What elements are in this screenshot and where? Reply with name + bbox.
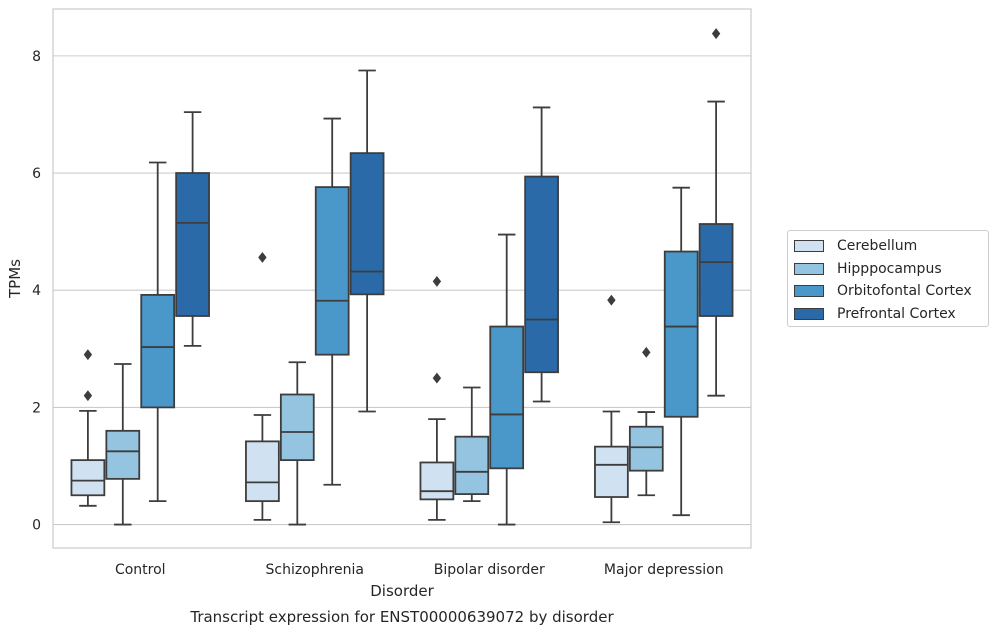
box-iqr xyxy=(524,175,559,374)
legend: Cerebellum Hipppocampus Orbitofontal Corte… xyxy=(787,230,989,327)
box-iqr xyxy=(70,459,106,497)
legend-label: Prefrontal Cortex xyxy=(837,305,956,322)
outlier-point xyxy=(607,294,616,306)
box-cerebellum xyxy=(419,275,455,521)
outlier-point xyxy=(432,372,442,384)
legend-swatch xyxy=(794,285,824,298)
box-iqr xyxy=(140,294,176,409)
box-cerebellum xyxy=(70,349,106,507)
y-tick-label: 0 xyxy=(32,518,41,534)
box-iqr xyxy=(349,152,385,296)
box-prefrontal-cortex xyxy=(524,106,559,403)
box-iqr xyxy=(279,393,315,462)
outlier-point xyxy=(83,349,93,361)
box-iqr xyxy=(245,440,280,503)
box-orbitofontal-cortex xyxy=(489,233,525,526)
box-orbitofontal-cortex xyxy=(140,161,176,503)
box-iqr xyxy=(698,223,734,317)
box-iqr xyxy=(105,429,141,480)
legend-label: Cerebellum xyxy=(837,238,918,255)
legend-item: Hipppocampus xyxy=(794,258,988,281)
y-tick-label: 8 xyxy=(32,49,41,65)
box-iqr xyxy=(314,186,350,356)
box-iqr xyxy=(175,172,210,317)
outlier-point xyxy=(642,346,651,358)
legend-swatch xyxy=(794,240,824,253)
x-tick-label: Bipolar disorder xyxy=(434,562,545,578)
legend-label: Hipppocampus xyxy=(837,260,942,277)
outlier-point xyxy=(711,28,721,40)
box-hipppocampus xyxy=(628,346,664,497)
box-cerebellum xyxy=(594,294,629,524)
box-iqr xyxy=(663,250,699,418)
chart-title: Transcript expression for ENST0000063907… xyxy=(189,608,614,626)
box-hipppocampus xyxy=(279,361,315,526)
box-orbitofontal-cortex xyxy=(314,117,350,486)
x-axis-label: Disorder xyxy=(370,582,434,600)
outlier-point xyxy=(258,251,267,263)
box-iqr xyxy=(419,461,455,501)
legend-swatch xyxy=(794,262,824,275)
x-tick-label: Schizophrenia xyxy=(266,562,364,578)
box-cerebellum xyxy=(245,251,280,521)
box-iqr xyxy=(628,425,664,472)
y-axis-label: TPMs xyxy=(6,259,24,299)
box-prefrontal-cortex xyxy=(349,69,385,413)
box-prefrontal-cortex xyxy=(698,28,734,397)
y-tick-labels: 0 2 4 6 8 xyxy=(32,49,41,534)
plot-frame xyxy=(52,8,752,549)
box-iqr xyxy=(454,435,490,496)
x-tick-labels: Control Schizophrenia Bipolar disorder Majo… xyxy=(115,562,724,578)
box-prefrontal-cortex xyxy=(175,111,210,347)
box-layer xyxy=(70,28,734,526)
x-tick-label: Major depression xyxy=(604,562,724,578)
x-tick-label: Control xyxy=(115,562,166,578)
outlier-point xyxy=(83,390,93,402)
box-orbitofontal-cortex xyxy=(663,186,699,517)
box-iqr xyxy=(594,445,629,498)
outlier-point xyxy=(432,275,442,287)
legend-item: Cerebellum xyxy=(794,235,988,258)
y-tick-label: 2 xyxy=(32,400,41,416)
box-hipppocampus xyxy=(454,386,490,503)
y-tick-label: 4 xyxy=(32,283,41,299)
legend-item: Prefrontal Cortex xyxy=(794,303,988,326)
legend-item: Orbitofontal Cortex xyxy=(794,280,988,303)
legend-swatch xyxy=(794,307,824,320)
legend-label: Orbitofontal Cortex xyxy=(837,283,972,300)
box-iqr xyxy=(489,325,525,470)
box-hipppocampus xyxy=(105,363,141,526)
y-tick-label: 6 xyxy=(32,166,41,182)
